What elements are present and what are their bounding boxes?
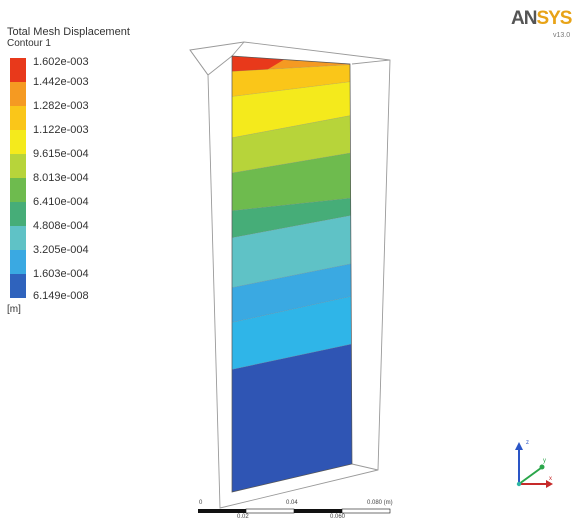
legend-level-label: 1.602e-003 bbox=[33, 56, 89, 68]
color-legend-bar bbox=[10, 58, 26, 298]
legend-swatch bbox=[10, 58, 26, 82]
legend-level-label: 3.205e-004 bbox=[33, 244, 89, 256]
scale-label-0: 0 bbox=[199, 500, 203, 506]
domain-wireframe bbox=[189, 41, 391, 509]
legend-level-label: 6.149e-008 bbox=[33, 290, 89, 302]
legend-subtitle: Contour 1 bbox=[7, 38, 51, 49]
legend-swatch bbox=[10, 202, 26, 226]
legend-unit: [m] bbox=[7, 304, 21, 315]
legend-swatch bbox=[10, 274, 26, 298]
axis-label-x: x bbox=[549, 476, 552, 482]
ansys-logo: ANSYS bbox=[511, 8, 572, 29]
legend-title: Total Mesh Displacement bbox=[7, 26, 130, 38]
legend-swatch bbox=[10, 154, 26, 178]
legend-level-label: 1.282e-003 bbox=[33, 100, 89, 112]
legend-swatch bbox=[10, 106, 26, 130]
legend-swatch bbox=[10, 130, 26, 154]
legend-level-label: 1.442e-003 bbox=[33, 76, 89, 88]
blade-outline bbox=[231, 55, 353, 493]
legend-level-label: 1.603e-004 bbox=[33, 268, 89, 280]
version-label: v13.0 bbox=[553, 32, 571, 39]
legend-level-label: 6.410e-004 bbox=[33, 196, 89, 208]
legend-swatch bbox=[10, 250, 26, 274]
scale-label-2: 0.080 (m) bbox=[367, 500, 393, 506]
axis-label-z: z bbox=[526, 440, 529, 446]
legend-level-label: 9.615e-004 bbox=[33, 148, 89, 160]
legend-level-label: 4.808e-004 bbox=[33, 220, 89, 232]
scale-sublabel-0: 0.02 bbox=[237, 514, 249, 520]
legend-swatch bbox=[10, 178, 26, 202]
axis-label-y: y bbox=[543, 458, 546, 464]
scale-sublabel-1: 0.060 bbox=[330, 514, 346, 520]
legend-swatch bbox=[10, 82, 26, 106]
scale-bar bbox=[198, 508, 391, 514]
legend-level-label: 8.013e-004 bbox=[33, 172, 89, 184]
legend-level-label: 1.122e-003 bbox=[33, 124, 89, 136]
legend-swatch bbox=[10, 226, 26, 250]
axis-triad bbox=[515, 442, 553, 488]
contour-bands bbox=[232, 56, 352, 492]
scale-label-1: 0.04 bbox=[286, 500, 298, 506]
